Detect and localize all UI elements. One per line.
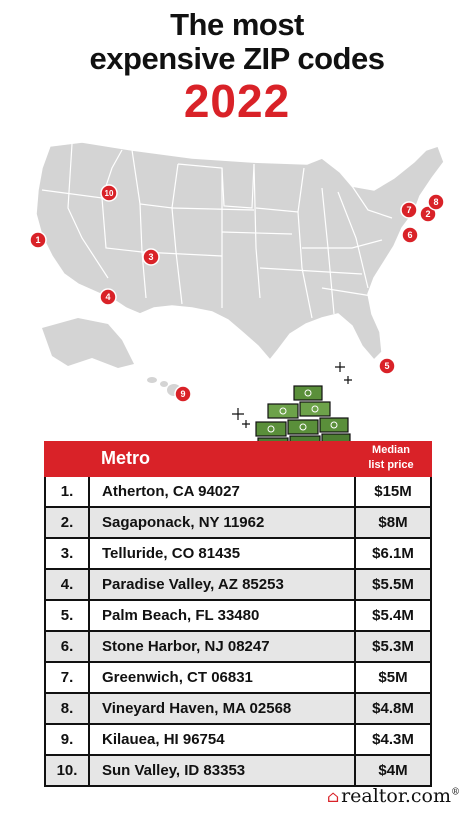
metro-cell: Paradise Valley, AZ 85253 [102,576,284,593]
svg-text:9: 9 [180,389,185,399]
price-cell: $5.3M [354,632,430,661]
rank-cell: 7. [46,663,90,692]
rank-cell: 6. [46,632,90,661]
svg-text:7: 7 [406,205,411,215]
title-line-1: The most [170,7,304,42]
table-row: 4. Paradise Valley, AZ 85253 $5.5M [44,570,432,601]
price-cell: $4.8M [354,694,430,723]
metro-cell: Atherton, CA 94027 [102,483,240,500]
metro-column-header: Metro [101,448,150,468]
price-cell: $5.5M [354,570,430,599]
year-heading: 2022 [183,75,291,127]
table-header: Metro Median list price [44,441,432,477]
marker-10: 10 [100,184,118,202]
price-header-line-2: list price [368,459,414,471]
sparkle-icon [232,362,352,428]
table-row: 2. Sagaponack, NY 11962 $8M [44,508,432,539]
alaska-shape [42,318,134,368]
svg-text:5: 5 [384,361,389,371]
realtor-logo: ⌂ realtor.com® [327,785,460,807]
brand-registered-mark: ® [451,787,460,798]
table-row: 10. Sun Valley, ID 83353 $4M [44,756,432,787]
house-icon: ⌂ [326,787,340,806]
rank-cell: 5. [46,601,90,630]
marker-5: 5 [378,357,396,375]
metro-cell: Sun Valley, ID 83353 [102,762,246,779]
svg-text:1: 1 [35,235,40,245]
marker-1: 1 [29,231,47,249]
marker-9: 9 [174,385,192,403]
table-row: 3. Telluride, CO 81435 $6.1M [44,539,432,570]
price-cell: $5.4M [354,601,430,630]
title-line-2: expensive ZIP codes [89,41,385,76]
svg-text:4: 4 [105,292,110,302]
table-row: 5. Palm Beach, FL 33480 $5.4M [44,601,432,632]
price-cell: $4.3M [354,725,430,754]
marker-7: 7 [400,201,418,219]
rank-cell: 2. [46,508,90,537]
marker-8: 8 [427,193,445,211]
state-borders [41,143,393,319]
us-map: 1 2 3 4 5 6 7 8 [29,141,445,403]
price-header-line-1: Median [372,444,410,456]
svg-text:2: 2 [425,209,430,219]
price-cell: $4M [354,756,430,785]
price-cell: $8M [354,508,430,537]
svg-text:6: 6 [407,230,412,240]
metro-cell: Palm Beach, FL 33480 [102,607,260,624]
price-cell: $5M [354,663,430,692]
price-cell: $6.1M [354,539,430,568]
metro-cell: Greenwich, CT 06831 [102,669,253,686]
svg-text:3: 3 [148,252,153,262]
rank-cell: 10. [46,756,90,785]
svg-text:8: 8 [433,197,438,207]
metro-cell: Vineyard Haven, MA 02568 [102,700,292,717]
marker-4: 4 [99,288,117,306]
rank-cell: 4. [46,570,90,599]
marker-2: 2 [419,205,437,223]
page-title: The most expensive ZIP codes [0,8,474,76]
metro-cell: Sagaponack, NY 11962 [102,514,265,531]
brand-name: realtor.com [341,785,451,807]
rank-cell: 9. [46,725,90,754]
price-column-header: Median list price [356,443,426,473]
metro-cell: Kilauea, HI 96754 [102,731,225,748]
marker-3: 3 [142,248,160,266]
marker-6: 6 [401,226,419,244]
rank-cell: 8. [46,694,90,723]
table-row: 8. Vineyard Haven, MA 02568 $4.8M [44,694,432,725]
table-row: 1. Atherton, CA 94027 $15M [44,477,432,508]
table-row: 6. Stone Harbor, NJ 08247 $5.3M [44,632,432,663]
svg-text:10: 10 [105,189,114,198]
metro-cell: Stone Harbor, NJ 08247 [102,638,270,655]
table-row: 9. Kilauea, HI 96754 $4.3M [44,725,432,756]
zip-table: 1. Atherton, CA 94027 $15M 2. Sagaponack… [44,477,432,787]
table-row: 7. Greenwich, CT 06831 $5M [44,663,432,694]
rank-cell: 3. [46,539,90,568]
price-cell: $15M [354,477,430,506]
rank-cell: 1. [46,477,90,506]
metro-cell: Telluride, CO 81435 [102,545,241,562]
